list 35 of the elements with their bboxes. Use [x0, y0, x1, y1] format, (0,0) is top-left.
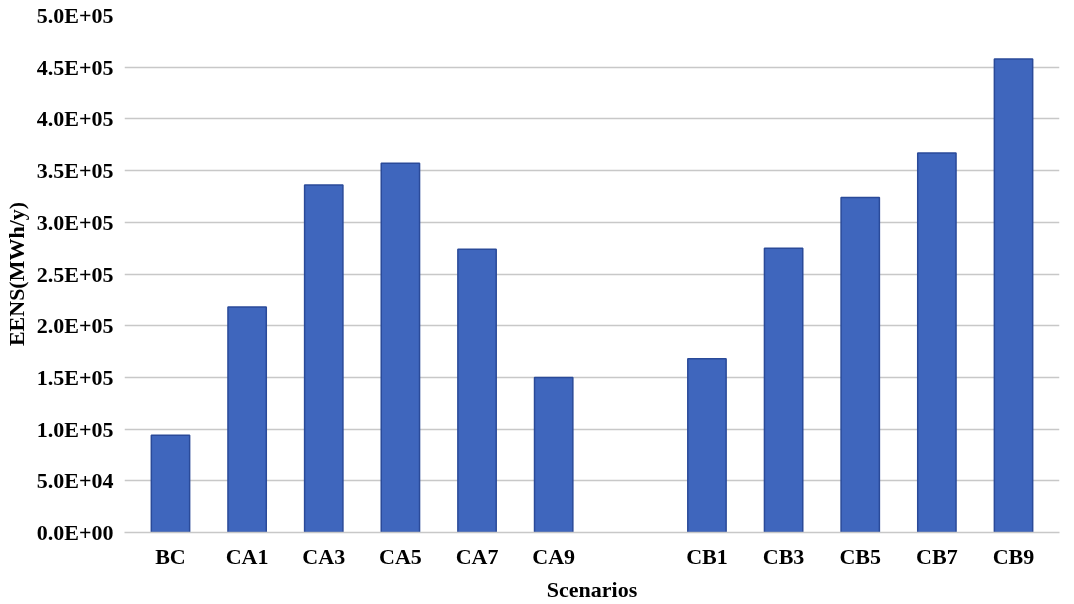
x-tick-label: CB1 — [686, 543, 728, 569]
x-tick-label: CB9 — [992, 543, 1035, 569]
y-axis-title: EENS(MWh/y) — [3, 201, 29, 347]
x-axis-title: Scenarios — [546, 576, 638, 602]
bar — [227, 306, 268, 533]
bar — [533, 376, 574, 533]
bar — [150, 434, 191, 533]
x-tick-label: CA3 — [302, 543, 346, 569]
x-tick-label: CB7 — [916, 543, 958, 569]
y-tick-label: 1.5E+05 — [36, 364, 114, 390]
x-tick-label: CA7 — [455, 543, 499, 569]
x-tick-label: CB3 — [762, 543, 805, 569]
y-tick-label: 4.0E+05 — [36, 106, 114, 132]
x-tick-label: CA5 — [379, 543, 422, 569]
y-tick-label: 5.0E+04 — [36, 468, 114, 494]
bar — [916, 152, 957, 533]
bar — [380, 162, 421, 533]
bar — [763, 247, 804, 533]
x-tick-label: CA9 — [532, 543, 576, 569]
y-tick-label: 1.0E+05 — [36, 416, 114, 442]
y-tick-label: 4.5E+05 — [36, 54, 114, 80]
y-tick-label: 3.0E+05 — [36, 209, 114, 235]
y-tick-label: 2.5E+05 — [36, 261, 114, 287]
bar — [687, 358, 727, 533]
bar — [993, 58, 1034, 533]
y-tick-label: 3.5E+05 — [36, 158, 114, 184]
x-tick-label: CA1 — [225, 543, 269, 569]
y-tick-label: 5.0E+05 — [36, 3, 114, 28]
x-tick-label: CB5 — [839, 543, 882, 569]
y-tick-label: 0.0E+00 — [36, 520, 114, 545]
bar — [840, 196, 881, 533]
x-tick-label: BC — [155, 543, 186, 569]
bar — [457, 248, 497, 533]
y-tick-label: 2.0E+05 — [36, 313, 114, 339]
bar — [303, 184, 344, 533]
